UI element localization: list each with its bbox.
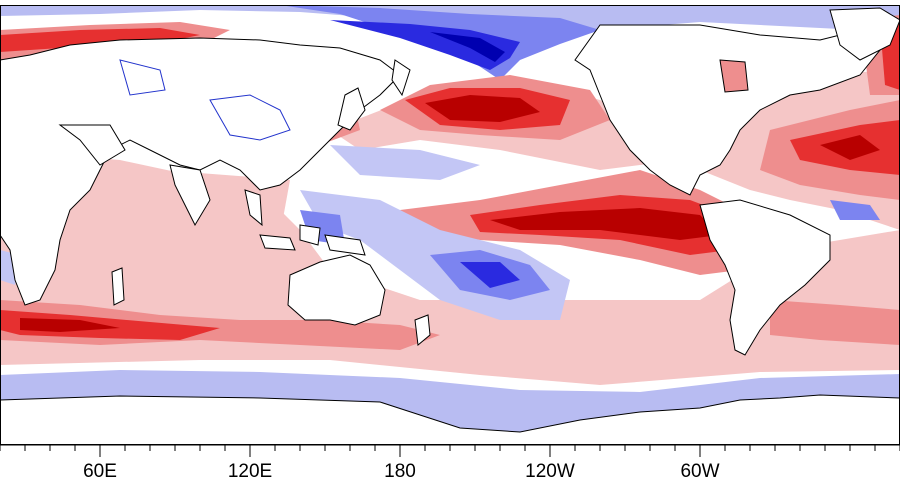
south-america: [699, 199, 831, 356]
antarctica: [0, 394, 900, 446]
land-layer: [0, 7, 900, 446]
cool-anomaly-layer: [0, 145, 880, 320]
longitude-major-ticks: [99, 445, 701, 457]
australia: [287, 254, 386, 326]
longitude-tick-label: 120E: [228, 461, 272, 482]
longitude-tick-label: 60E: [83, 461, 117, 482]
longitude-minor-ticks: [0, 445, 900, 451]
longitude-tick-label: 120W: [525, 461, 575, 482]
longitude-tick-labels: 60E 120E 180 120W 60W: [83, 461, 720, 482]
longitude-tick-label: 60W: [680, 461, 719, 482]
lakes-layer: [119, 59, 291, 141]
eurasia-africa: [0, 37, 401, 306]
longitude-tick-label: 180: [384, 461, 416, 482]
